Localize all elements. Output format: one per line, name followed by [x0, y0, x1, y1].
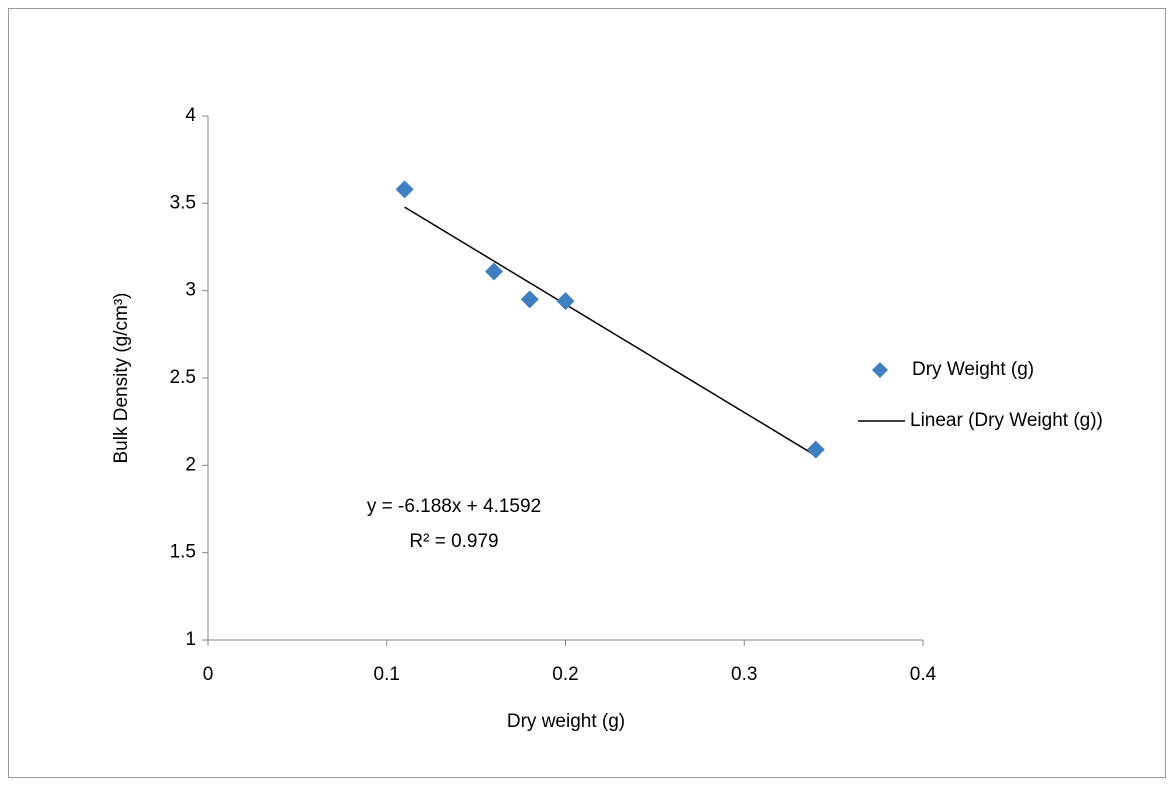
trendline — [404, 206, 817, 457]
y-tick-label: 2 — [185, 454, 196, 475]
data-point — [556, 292, 575, 311]
y-tick-label: 3 — [185, 280, 196, 301]
legend-label: Dry Weight (g) — [912, 359, 1034, 380]
legend-marker — [872, 362, 888, 378]
trendline-r-squared: R² = 0.979 — [409, 531, 498, 552]
y-tick-label: 2.5 — [170, 367, 196, 388]
x-tick-label: 0.4 — [910, 664, 937, 685]
y-tick-label: 1 — [185, 629, 196, 650]
x-tick-label: 0.1 — [374, 664, 400, 685]
x-tick-label: 0.2 — [552, 664, 578, 685]
y-tick-label: 1.5 — [170, 542, 196, 563]
x-tick-label: 0.3 — [731, 664, 757, 685]
data-point — [485, 262, 503, 281]
legend-label: Linear (Dry Weight (g)) — [910, 410, 1103, 431]
trendline-equation: y = -6.188x + 4.1592 — [367, 496, 541, 517]
y-tick-label: 4 — [185, 105, 196, 126]
data-point — [520, 290, 539, 309]
chart-border — [8, 8, 1166, 778]
x-axis-title: Dry weight (g) — [507, 711, 625, 732]
x-tick-label: 0 — [203, 664, 214, 685]
data-point — [395, 180, 414, 199]
data-point — [806, 440, 825, 459]
y-axis-title: Bulk Density (g/cm³) — [111, 292, 132, 463]
y-tick-label: 3.5 — [170, 192, 196, 213]
